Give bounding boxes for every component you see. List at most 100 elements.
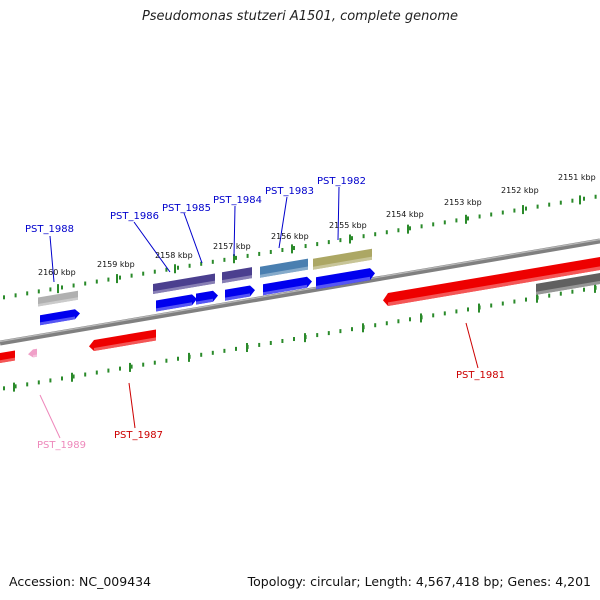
gene-label-pst-1982[interactable]: PST_1982 — [317, 176, 366, 187]
minor-tick — [3, 386, 5, 391]
map-title: Pseudomonas stutzeri A1501, complete gen… — [141, 9, 459, 24]
minor-tick — [177, 265, 179, 270]
cds-pst-1987-shade — [94, 337, 156, 352]
minor-tick — [548, 293, 551, 298]
minor-tick — [501, 210, 504, 215]
scale-label: 2156 kbp — [271, 232, 309, 241]
feature-steelblue-shade — [260, 266, 308, 278]
minor-tick — [559, 200, 562, 205]
minor-tick — [351, 327, 353, 332]
minor-tick — [467, 307, 469, 312]
minor-tick — [374, 232, 377, 237]
minor-tick — [432, 313, 435, 318]
cds-pst-1981[interactable] — [383, 257, 600, 307]
minor-tick — [536, 204, 539, 209]
cds-pst-1986-shade — [156, 302, 192, 312]
minor-tick — [61, 285, 63, 290]
minor-tick — [571, 289, 574, 294]
minor-tick — [235, 255, 237, 260]
gene-label-pst-1988[interactable]: PST_1988 — [25, 224, 74, 235]
cds-pst-1981-shade — [388, 266, 600, 307]
gene-label-pst-1983[interactable]: PST_1983 — [265, 186, 314, 197]
minor-tick — [420, 224, 423, 229]
minor-tick — [583, 196, 585, 201]
minor-tick — [72, 283, 75, 288]
minor-tick — [409, 317, 411, 322]
minor-tick — [130, 273, 133, 278]
scale-label: 2153 kbp — [444, 198, 482, 207]
scale-label: 2159 kbp — [97, 260, 135, 269]
cds-pst-1982-shade — [316, 276, 370, 290]
minor-tick — [281, 338, 284, 343]
minor-tick — [443, 311, 446, 316]
minor-tick — [119, 275, 121, 280]
minor-tick — [281, 247, 284, 252]
minor-tick — [362, 234, 365, 239]
gene-label-pst-1986[interactable]: PST_1986 — [110, 211, 159, 222]
major-tick — [188, 352, 190, 362]
callout-pst-1983 — [278, 196, 288, 249]
major-tick — [465, 214, 467, 224]
minor-tick — [165, 267, 168, 272]
cds-pst-1985-shade — [196, 298, 213, 305]
minor-tick — [455, 309, 458, 314]
minor-tick — [490, 303, 493, 308]
minor-tick — [316, 333, 319, 338]
scale-label: 2154 kbp — [386, 210, 424, 219]
minor-tick — [501, 301, 504, 306]
scale-label: 2157 kbp — [213, 242, 251, 251]
minor-tick — [478, 214, 481, 219]
minor-tick — [165, 358, 168, 363]
minor-tick — [269, 249, 272, 254]
minor-tick — [467, 216, 469, 221]
cds-partial-left-shade — [0, 357, 15, 363]
minor-tick — [327, 331, 330, 336]
minor-tick — [258, 342, 261, 347]
minor-tick — [95, 370, 98, 375]
minor-tick — [327, 240, 330, 245]
major-tick — [536, 293, 538, 303]
callout-pst-1988 — [49, 235, 55, 283]
gene-label-pst-1989[interactable]: PST_1989 — [37, 440, 86, 451]
feature-purple-b-shade — [222, 275, 252, 284]
minor-tick — [95, 279, 98, 284]
minor-tick — [385, 321, 388, 326]
gene-label-pst-1984[interactable]: PST_1984 — [213, 195, 262, 206]
minor-tick — [397, 319, 400, 324]
minor-tick — [235, 346, 237, 351]
minor-tick — [26, 382, 29, 387]
minor-tick — [293, 337, 295, 342]
minor-tick — [72, 374, 75, 379]
minor-tick — [397, 228, 400, 233]
cds-pst-1988-shade — [40, 316, 75, 326]
gene-label-pst-1981[interactable]: PST_1981 — [456, 370, 505, 381]
minor-tick — [37, 380, 40, 385]
major-tick — [13, 382, 15, 392]
gene-label-pst-1985[interactable]: PST_1985 — [162, 203, 211, 214]
major-tick — [594, 283, 596, 293]
major-tick — [362, 323, 364, 333]
minor-tick — [14, 384, 17, 389]
major-tick — [233, 254, 235, 264]
minor-tick — [119, 366, 121, 371]
feature-olive-shade — [313, 256, 372, 270]
minor-tick — [385, 230, 388, 235]
callout-pst-1981 — [465, 322, 479, 369]
gene-label-pst-1987[interactable]: PST_1987 — [114, 430, 163, 441]
minor-tick — [339, 329, 342, 334]
major-tick — [71, 372, 73, 382]
cds-pst-1987[interactable] — [89, 329, 156, 352]
major-tick — [478, 303, 480, 313]
major-tick — [291, 244, 293, 254]
minor-tick — [374, 323, 377, 328]
minor-tick — [84, 372, 87, 377]
feature-track — [0, 248, 600, 363]
minor-tick — [583, 287, 585, 292]
minor-tick — [153, 360, 156, 365]
scale-label: 2158 kbp — [155, 251, 193, 260]
minor-tick — [142, 362, 145, 367]
minor-tick — [188, 263, 191, 268]
callout-pst-1982 — [337, 186, 340, 241]
upper-tick-track — [3, 194, 597, 300]
